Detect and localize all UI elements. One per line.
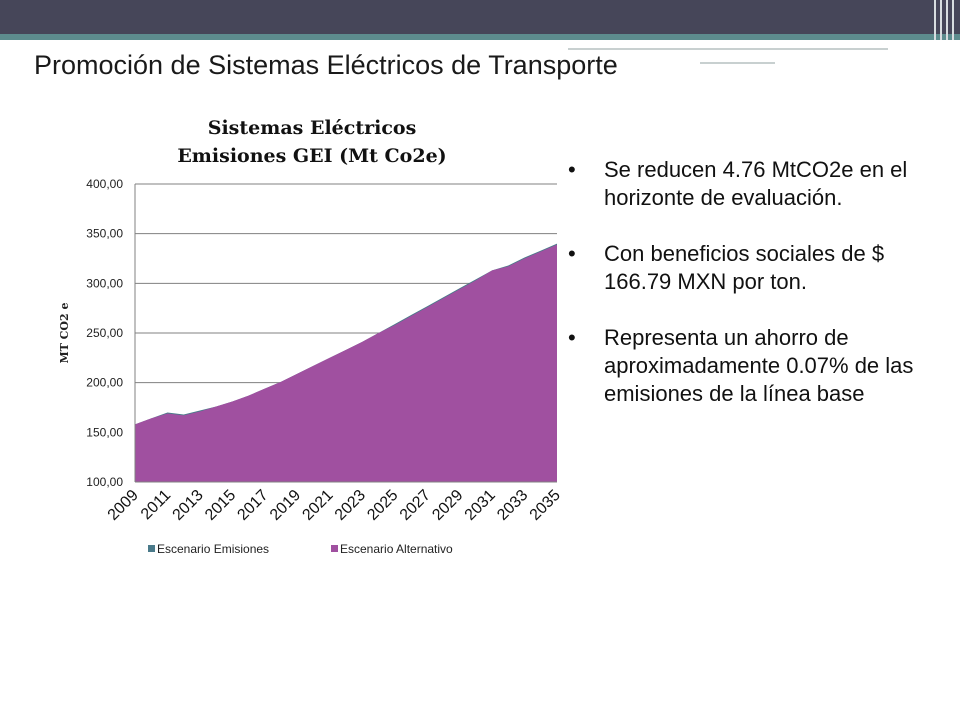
y-tick-labels: 400,00 350,00 300,00 250,00 200,00 150,00 100,… xyxy=(86,177,123,489)
legend-label-1: Escenario Alternativo xyxy=(340,542,453,556)
decor-line-2 xyxy=(700,62,775,64)
y-tick-label-4: 200,00 xyxy=(86,376,123,390)
y-tick-label-0: 400,00 xyxy=(86,177,123,191)
x-tick-labels: 2009201120132015201720192021202320252027… xyxy=(105,487,564,524)
x-tick-label-2: 2013 xyxy=(170,487,207,524)
slide-title: Promoción de Sistemas Eléctricos de Tran… xyxy=(34,50,618,80)
bullet-text-1: Se reducen 4.76 MtCO2e en el horizonte d… xyxy=(604,157,908,210)
decor-line-1 xyxy=(568,48,888,50)
y-tick-label-1: 350,00 xyxy=(86,227,123,241)
x-tick-label-12: 2033 xyxy=(494,487,531,524)
bullet-dot-icon: • xyxy=(568,241,576,266)
y-tick-label-3: 250,00 xyxy=(86,326,123,340)
x-tick-label-5: 2019 xyxy=(267,487,304,524)
bullet-item-3: • Representa un ahorro de aproximadamente… xyxy=(568,324,938,408)
bullet-item-2: • Con beneficios sociales de $ 166.79 MXN… xyxy=(568,240,938,296)
y-tick-label-2: 300,00 xyxy=(86,276,123,290)
decor-vlines xyxy=(930,0,960,40)
legend-swatch-1 xyxy=(331,545,338,552)
y-tick-label-6: 100,00 xyxy=(86,475,123,489)
bullet-dot-icon: • xyxy=(568,157,576,182)
x-tick-label-6: 2021 xyxy=(299,487,336,524)
bullet-item-1: • Se reducen 4.76 MtCO2e en el horizonte … xyxy=(568,156,938,212)
chart-title-line1: Sistemas Eléctricos xyxy=(207,117,417,139)
x-tick-label-4: 2017 xyxy=(234,487,271,524)
x-tick-label-13: 2035 xyxy=(527,487,564,524)
y-tick-label-5: 150,00 xyxy=(86,425,123,439)
y-axis-label: MT CO2 e xyxy=(58,302,71,363)
bullet-dot-icon: • xyxy=(568,325,576,350)
x-tick-label-3: 2015 xyxy=(202,487,239,524)
legend-label-0: Escenario Emisiones xyxy=(157,542,269,556)
x-tick-label-11: 2031 xyxy=(462,487,499,524)
chart-legend: Escenario Emisiones Escenario Alternativo xyxy=(148,542,453,556)
chart-areas xyxy=(134,184,557,483)
chart-title-line2: Emisiones GEI (Mt Co2e) xyxy=(177,145,447,167)
x-tick-label-0: 2009 xyxy=(105,487,142,524)
x-tick-label-8: 2025 xyxy=(364,487,401,524)
x-tick-label-9: 2027 xyxy=(397,487,434,524)
bullet-text-3: Representa un ahorro de aproximadamente … xyxy=(604,325,914,406)
series-area-1 xyxy=(135,244,557,482)
x-tick-label-7: 2023 xyxy=(332,487,369,524)
top-stripe xyxy=(0,34,960,40)
x-tick-label-1: 2011 xyxy=(138,487,174,523)
chart-title: Sistemas Eléctricos Emisiones GEI (Mt Co… xyxy=(120,114,504,170)
x-tick-label-10: 2029 xyxy=(429,487,466,524)
top-banner xyxy=(0,0,960,34)
bullet-text-2: Con beneficios sociales de $ 166.79 MXN … xyxy=(604,241,885,294)
bullet-list: • Se reducen 4.76 MtCO2e en el horizonte … xyxy=(568,156,938,436)
legend-swatch-0 xyxy=(148,545,155,552)
